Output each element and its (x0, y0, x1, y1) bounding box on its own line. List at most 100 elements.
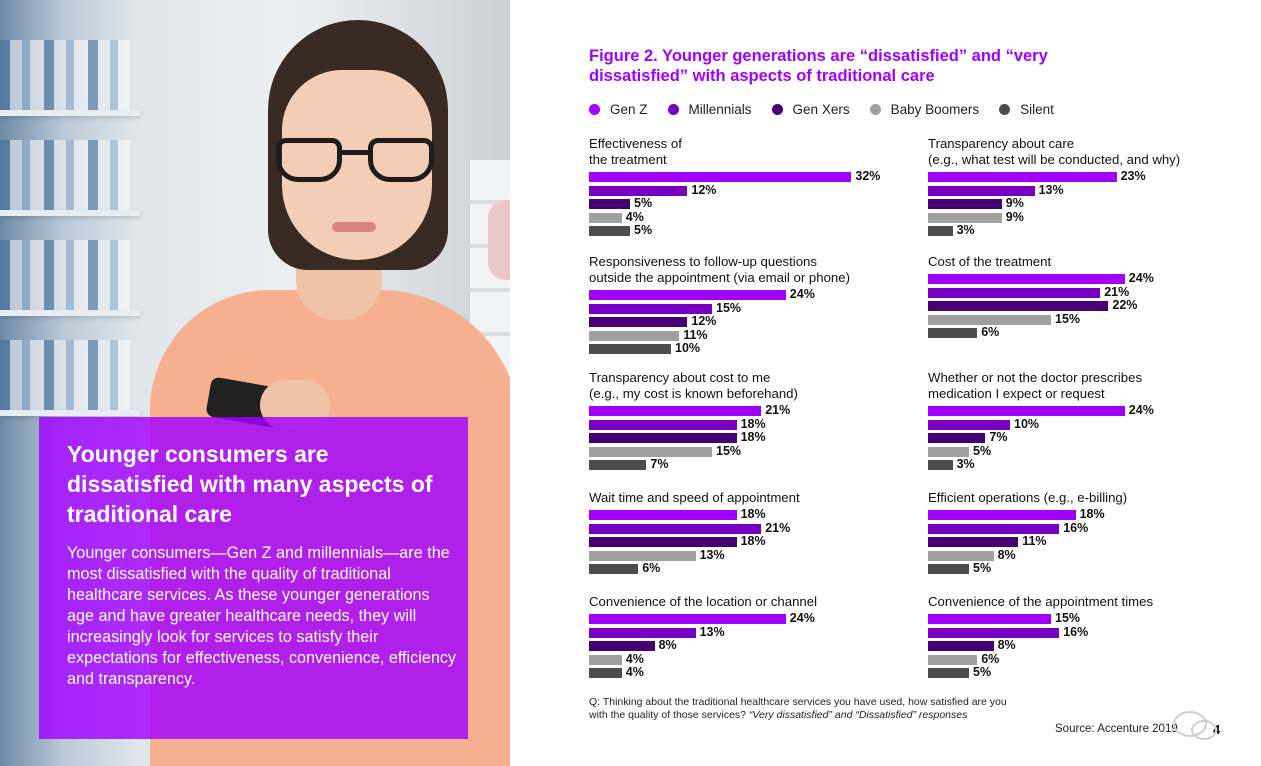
legend-label: Baby Boomers (890, 101, 980, 117)
source-note: Source: Accenture 2019 (1055, 723, 1178, 735)
bar (928, 328, 978, 338)
survey-question: Q: Thinking about the traditional health… (589, 696, 1009, 722)
shelf-products (0, 240, 130, 310)
bar (589, 510, 737, 520)
bar-value-label: 16% (1063, 520, 1089, 535)
bar-value-label: 5% (973, 665, 992, 679)
bar (928, 564, 969, 574)
panel-title: Convenience of the location or channel (589, 594, 818, 609)
legend-item: Gen Xers (771, 101, 850, 117)
bar (589, 627, 696, 638)
chat-bubble-icon (1173, 711, 1217, 740)
bar (589, 406, 762, 416)
chart-panel: Whether or not the doctor prescribes medi… (928, 370, 1248, 472)
bar-value-label: 12% (691, 314, 717, 328)
bar-value-label: 12% (691, 182, 717, 197)
bar-value-label: 24% (789, 611, 815, 625)
shelf-products (0, 340, 130, 410)
bar-value-label: 21% (1104, 284, 1130, 299)
bar (928, 510, 1076, 520)
bar-value-label: 32% (855, 169, 881, 183)
body-text: Younger consumers—Gen Z and millennials—… (67, 544, 457, 688)
bar-value-label: 24% (1128, 403, 1154, 417)
bar-value-label: 3% (956, 457, 975, 471)
bar (589, 537, 737, 547)
bar-value-label: 18% (740, 416, 766, 431)
bar (589, 419, 737, 430)
bar (928, 212, 1002, 223)
person-lips (332, 222, 376, 232)
bar-value-label: 7% (650, 457, 669, 471)
legend-dot (869, 103, 881, 115)
bar-value-label: 8% (997, 638, 1016, 652)
shelf (0, 110, 140, 116)
bar-value-label: 13% (699, 624, 725, 639)
bar (928, 199, 1002, 209)
glasses-icon (272, 138, 438, 190)
bar-value-label: 18% (740, 534, 766, 548)
bar-value-label: 5% (973, 561, 992, 575)
bar (589, 344, 671, 354)
chart-panel: Wait time and speed of appointment 18% 21%… (589, 490, 909, 576)
bar (589, 199, 630, 209)
chart-panel: Cost of the treatment 24% 21% 22% 15% 6% (928, 254, 1248, 340)
panel-title: Convenience of the appointment times (928, 594, 1154, 609)
bar (589, 668, 622, 678)
bar-value-label: 4% (625, 209, 644, 224)
bar (928, 668, 969, 678)
shelf (0, 310, 140, 316)
bar (928, 172, 1117, 182)
bar-value-label: 24% (789, 287, 815, 301)
legend-item: Silent (999, 102, 1054, 117)
bar-value-label: 3% (956, 223, 975, 237)
legend-dot (667, 103, 679, 115)
bar (589, 226, 630, 236)
bar-value-label: 24% (1128, 271, 1154, 285)
bar (928, 523, 1060, 534)
bar (589, 550, 696, 561)
panel-title: Responsiveness to follow-up questions out… (589, 254, 850, 285)
bar (589, 523, 762, 534)
bar (589, 212, 622, 223)
bar-value-label: 11% (683, 327, 708, 342)
chart-panel: Transparency about cost to me (e.g., my c… (589, 370, 909, 472)
shelf (0, 210, 140, 216)
legend-dot (771, 103, 783, 115)
bar (589, 641, 655, 651)
bar (928, 226, 953, 236)
bar-value-label: 6% (981, 325, 1000, 339)
headline-box: Younger consumers are dissatisfied with … (39, 417, 468, 739)
bar-value-label: 18% (1079, 507, 1105, 521)
bar-value-label: 13% (699, 547, 725, 562)
figure-title: Figure 2. Younger generations are “dissa… (589, 47, 1048, 85)
bar-value-label: 9% (1005, 209, 1024, 224)
bar-value-label: 18% (740, 507, 766, 521)
legend-item: Baby Boomers (869, 101, 980, 117)
shelf (0, 410, 140, 416)
bar-value-label: 6% (642, 561, 661, 575)
bar-value-label: 11% (1022, 534, 1047, 548)
bar (589, 172, 852, 182)
bar (589, 433, 737, 443)
bar-value-label: 9% (1005, 196, 1024, 210)
shelf-products (0, 140, 130, 210)
chart-panel: Responsiveness to follow-up questions out… (589, 254, 909, 356)
panel-title: Transparency about cost to me (e.g., my c… (589, 370, 798, 401)
bar (928, 314, 1051, 325)
bar-value-label: 4% (625, 651, 644, 666)
bar (928, 433, 986, 443)
bar (928, 654, 978, 665)
bar (589, 446, 712, 457)
bar (928, 550, 994, 561)
bar (589, 303, 712, 314)
bar (589, 614, 786, 624)
bar-value-label: 5% (634, 223, 653, 237)
bar-value-label: 6% (981, 651, 1000, 666)
bar-value-label: 16% (1063, 624, 1089, 639)
page-gutter (510, 0, 544, 766)
bar (928, 446, 969, 457)
legend-label: Gen Xers (792, 101, 850, 117)
bar (928, 274, 1125, 284)
bar (928, 537, 1019, 547)
shelf-products (0, 40, 130, 110)
